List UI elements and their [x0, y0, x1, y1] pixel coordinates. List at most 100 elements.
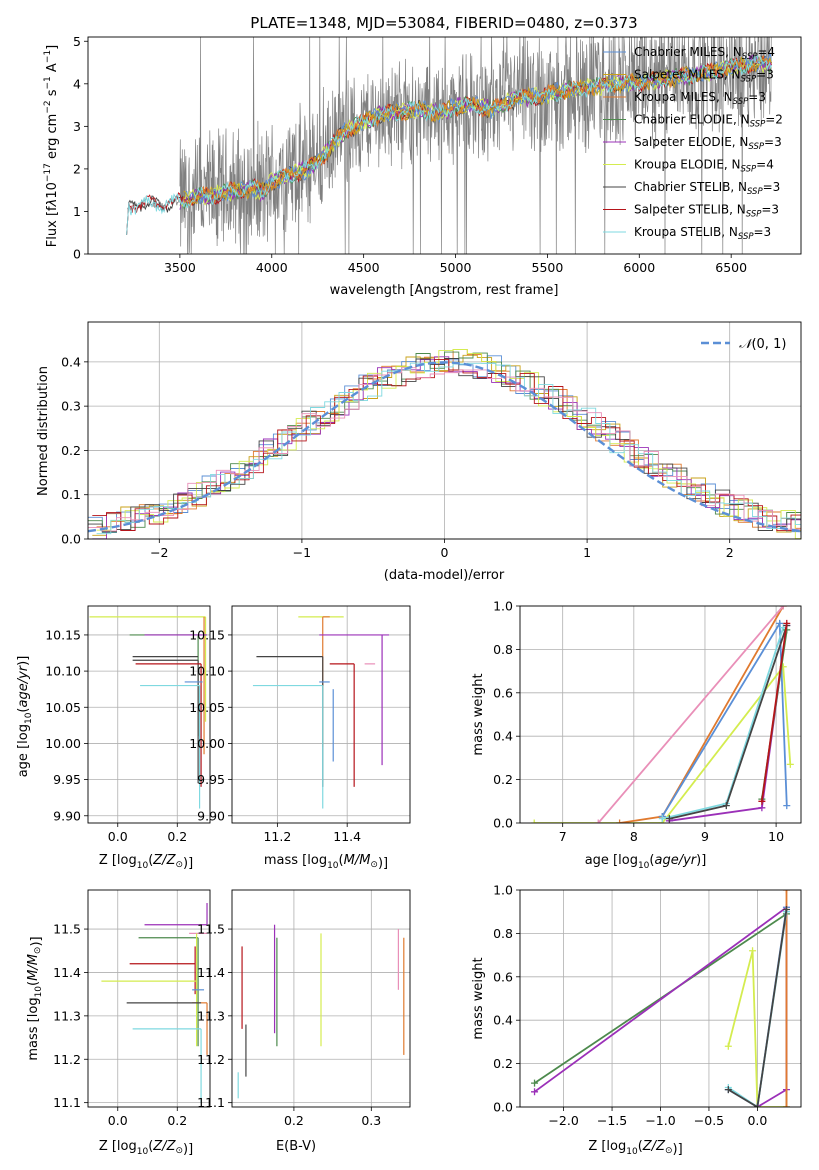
legend-label-text: Kroupa MILES, N [634, 90, 733, 104]
y-tick-label: 1.0 [493, 599, 513, 614]
plus-marker [665, 815, 673, 823]
x-axis-label: Z [log10(Z/Z⊙)] [99, 853, 193, 871]
y-tick-label: 9.90 [53, 808, 81, 823]
x-tick-label: 0.0 [747, 1113, 767, 1128]
x-tick-label: 4500 [348, 260, 380, 275]
axes-frame [231, 605, 411, 824]
x-tick-label: 5000 [440, 260, 472, 275]
plot-area [88, 606, 210, 823]
y-tick-label: 9.90 [197, 808, 225, 823]
axes-frame [87, 889, 211, 1108]
axes-frame [519, 889, 802, 1108]
chart-residuals: −2 −1 0 1 2 0.0 0.1 0.2 0.3 0.4 [61, 321, 802, 560]
y-tick-label: 10.05 [189, 700, 225, 715]
plus-marker [758, 797, 766, 805]
y-tick-label: 10.15 [45, 627, 81, 642]
model-line-kroupa-miles [183, 55, 772, 207]
x-tick-label: 6500 [715, 260, 747, 275]
histogram-step-salpeter-stelib [92, 359, 801, 532]
plus-marker [594, 819, 602, 823]
x-tick-label: −1.0 [645, 1113, 675, 1128]
plus-marker [722, 802, 730, 810]
chart-content [126, 37, 773, 254]
plus-marker [616, 819, 624, 823]
plus-marker [786, 760, 794, 768]
plus-marker [658, 815, 666, 823]
plus-marker [724, 1086, 732, 1094]
x-tick-label: 6000 [623, 260, 655, 275]
y-tick-label: 10.10 [189, 664, 225, 679]
y-tick-label: 9.95 [197, 772, 225, 787]
x-tick-label: 11.4 [333, 829, 361, 844]
legend-label: Kroupa MILES, NSSP=3 [634, 90, 766, 107]
chart-z_vs_age: 0.0 0.2 9.90 9.95 10.00 10.05 10.10 10.15 [45, 605, 211, 844]
y-tick-label: 0.8 [493, 926, 513, 941]
y-tick-label: 11.3 [53, 1008, 81, 1023]
y-tick-label: 3 [73, 119, 81, 134]
errorbar-point [319, 634, 390, 766]
series-line-pink [597, 606, 784, 823]
series-line-salpeter-stelib [761, 623, 788, 802]
legend-label: Kroupa ELODIE, NSSP=4 [634, 158, 774, 175]
chart-content [89, 616, 208, 809]
y-axis-label: mass weight [471, 957, 486, 1039]
legend-label-text: Salpeter ELODIE, N [634, 135, 748, 149]
legend: 𝒩(0, 1) [701, 337, 786, 352]
y-tick-label: 0 [73, 247, 81, 262]
y-tick-label: 5 [73, 34, 81, 49]
histogram-step-chabrier-elodie [88, 351, 801, 533]
y-tick-label: 0.4 [61, 354, 81, 369]
x-tick-label: 4000 [256, 260, 288, 275]
chart-mass_vs_age: 11.2 11.4 9.90 9.95 10.00 10.05 10.10 10.15 [189, 605, 411, 844]
y-tick-label: 0.3 [61, 399, 81, 414]
y-tick-label: 0.2 [61, 443, 81, 458]
y-tick-label: 10.15 [189, 627, 225, 642]
x-axis-label: mass [log10(M/M⊙)] [264, 853, 388, 871]
x-tick-label: 0.2 [167, 829, 187, 844]
y-tick-label: 11.4 [53, 965, 81, 980]
chart-age_vs_mass_weight: 7 8 9 10 0.0 0.2 0.4 0.6 0.8 1.0 [493, 599, 802, 844]
plus-marker [531, 1088, 539, 1096]
y-tick-label: 11.5 [197, 922, 225, 937]
y-tick-label: 0.1 [61, 487, 81, 502]
x-axis-label: age [log10(age/yr)] [585, 853, 707, 871]
x-tick-label: 3500 [164, 260, 196, 275]
legend-label: Kroupa STELIB, NSSP=3 [634, 225, 771, 242]
plus-marker [782, 1103, 790, 1107]
y-tick-label: 1.0 [493, 883, 513, 898]
y-tick-label: 11.2 [53, 1052, 81, 1067]
plot-area [520, 606, 801, 823]
y-tick-label: 0.0 [493, 816, 513, 831]
normal-curve-line [88, 361, 801, 533]
y-tick-label: 0.0 [61, 532, 81, 547]
y-tick-label: 2 [73, 161, 81, 176]
plus-marker [776, 619, 784, 627]
x-tick-label: −2.0 [548, 1113, 578, 1128]
y-tick-label: 0.2 [493, 1056, 513, 1071]
errorbar-point [132, 659, 199, 784]
chart-z_vs_mass: 0.0 0.2 11.1 11.2 11.3 11.4 11.5 [53, 889, 211, 1128]
chart-content [531, 890, 790, 1107]
y-tick-label: 0.6 [493, 685, 513, 700]
y-tick-label: 11.4 [197, 965, 225, 980]
errorbar-point [138, 937, 199, 1047]
errorbar-point [135, 663, 202, 787]
x-tick-label: 7 [559, 829, 567, 844]
chart-content [101, 903, 208, 1103]
chart-content [88, 349, 801, 539]
y-axis-label: Normed distribution [36, 366, 51, 496]
legend-label-text: Chabrier MILES, N [634, 45, 742, 59]
model-line-salpeter-miles [183, 56, 772, 205]
figure-title: PLATE=1348, MJD=53084, FIBERID=0480, z=0… [250, 14, 637, 32]
x-axis-label: Z [log10(Z/Z⊙)] [99, 1139, 193, 1157]
x-tick-label: 0.0 [108, 829, 128, 844]
legend-label-text: Kroupa ELODIE, N [634, 158, 741, 172]
x-tick-label: 10 [768, 829, 784, 844]
legend-label: Chabrier ELODIE, NSSP=2 [634, 113, 783, 130]
legend-label-text: Kroupa STELIB, N [634, 225, 738, 239]
plus-marker [530, 819, 538, 823]
y-tick-label: 10.00 [189, 736, 225, 751]
y-tick-label: 11.1 [197, 1095, 225, 1110]
errorbar-point [329, 663, 355, 787]
